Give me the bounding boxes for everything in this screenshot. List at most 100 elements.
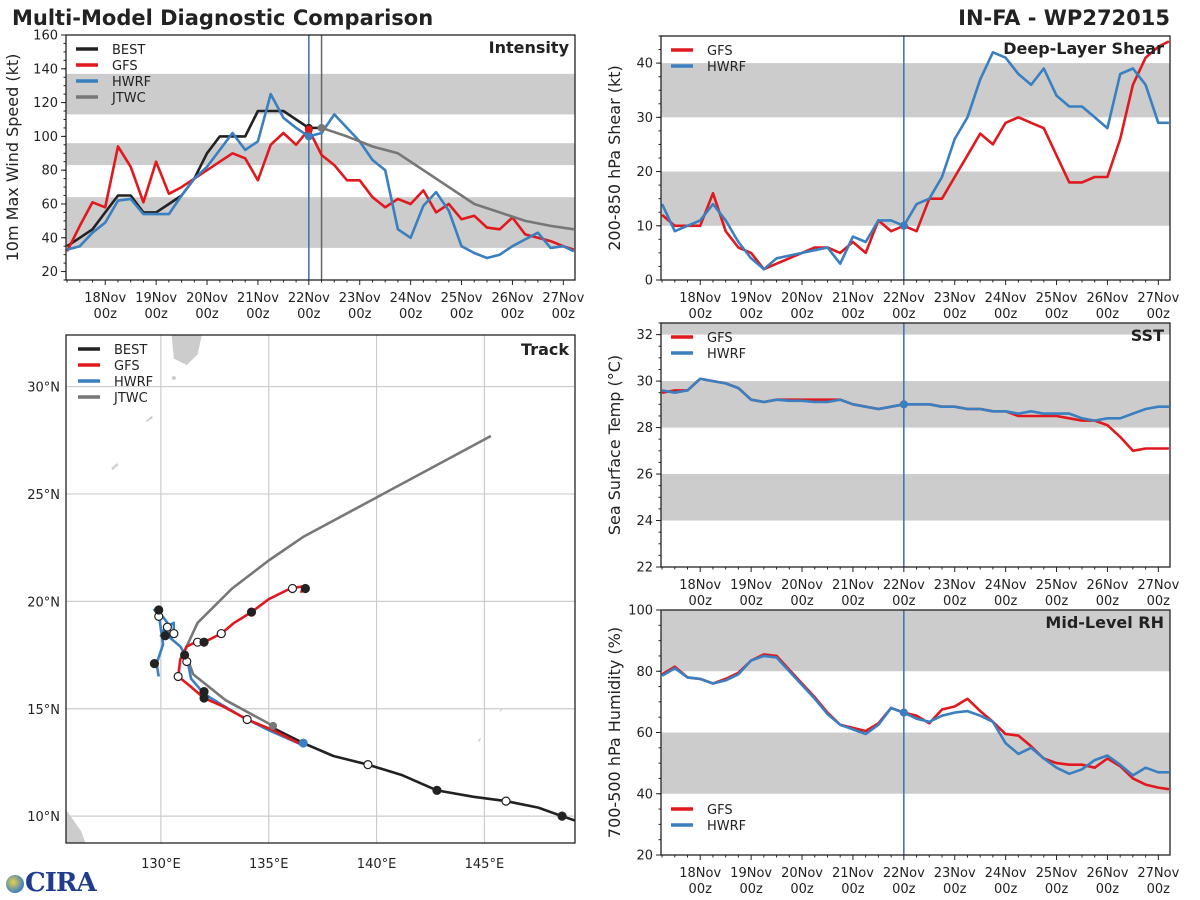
lon-tick-label: 130°E [141, 857, 181, 872]
y-axis-label: 10m Max Wind Speed (kt) [3, 54, 22, 262]
marker-hwrf [304, 132, 313, 141]
current-position-marker [298, 738, 308, 748]
series-hwrf [661, 50, 1169, 271]
x-tick-sublabel: 00z [994, 882, 1018, 897]
track-marker-gfs [199, 693, 209, 703]
marker-gfs [304, 125, 313, 134]
land-mindanao [66, 809, 86, 843]
y-axis-label: 200-850 hPa Shear (kt) [605, 65, 624, 251]
x-tick-label: 23Nov [934, 866, 976, 881]
legend-label-gfs: GFS [114, 359, 140, 374]
y-tick-label: 120 [33, 96, 58, 111]
x-tick-label: 23Nov [934, 291, 976, 306]
threshold-band [661, 610, 1170, 672]
storm-title: IN-FA - WP272015 [958, 6, 1170, 30]
marker-hwrf [899, 708, 908, 717]
x-tick-sublabel: 00z [994, 307, 1018, 322]
land-okinawa [111, 463, 119, 471]
y-tick-label: 22 [636, 561, 653, 576]
panel-title: Mid-Level RH [1045, 613, 1164, 632]
x-tick-label: 27Nov [542, 291, 584, 306]
x-tick-label: 27Nov [1137, 291, 1179, 306]
y-tick-label: 20 [636, 849, 653, 864]
intensity-chart: 2040608010012014016018Nov00z19Nov00z20No… [3, 29, 585, 323]
y-tick-label: 60 [636, 726, 653, 741]
panel-title: Deep-Layer Shear [1003, 39, 1164, 58]
land-amami [145, 415, 153, 422]
x-tick-label: 26Nov [1086, 578, 1128, 593]
x-tick-label: 22Nov [288, 291, 330, 306]
x-tick-label: 25Nov [1036, 578, 1078, 593]
legend-label-hwrf: HWRF [707, 60, 746, 75]
threshold-band [661, 323, 1170, 335]
x-tick-sublabel: 00z [246, 307, 270, 322]
x-tick-label: 20Nov [781, 291, 823, 306]
track-marker-hwrf [149, 659, 160, 669]
x-tick-sublabel: 00z [739, 307, 763, 322]
y-tick-label: 28 [636, 421, 653, 436]
lon-tick-label: 135°E [249, 857, 289, 872]
y-tick-label: 60 [41, 197, 58, 212]
x-tick-sublabel: 00z [689, 307, 713, 322]
threshold-band [661, 732, 1170, 794]
track-marker-gfs [216, 628, 226, 639]
legend-label-gfs: GFS [707, 803, 733, 818]
x-tick-label: 19Nov [730, 291, 772, 306]
x-tick-sublabel: 00z [1147, 307, 1171, 322]
y-tick-label: 20 [636, 165, 653, 180]
x-tick-sublabel: 00z [841, 594, 865, 609]
legend-label-hwrf: HWRF [114, 375, 153, 390]
x-tick-label: 22Nov [883, 866, 925, 881]
legend-label-gfs: GFS [707, 331, 733, 346]
land [66, 335, 504, 843]
marker-hwrf [899, 221, 908, 230]
lon-tick-label: 145°E [465, 857, 505, 872]
track-best [272, 726, 575, 822]
y-tick-label: 24 [636, 514, 653, 529]
x-tick-label: 21Nov [832, 866, 874, 881]
panel-title: Track [521, 340, 569, 359]
panel-title: SST [1131, 326, 1164, 345]
land-island [171, 375, 176, 380]
legend-label-jtwc: JTWC [113, 391, 148, 406]
x-tick-label: 24Nov [985, 578, 1027, 593]
marker-hwrf [899, 400, 908, 409]
y-axis-label: 700-500 hPa Humidity (%) [605, 627, 624, 838]
rh-chart: 2040608010018Nov00z19Nov00z20Nov00z21Nov… [605, 604, 1180, 898]
y-tick-label: 160 [33, 29, 58, 44]
x-tick-sublabel: 00z [994, 594, 1018, 609]
track-marker-best [432, 785, 442, 795]
land-kyushu [171, 335, 202, 366]
track-marker-gfs [199, 637, 209, 647]
x-tick-sublabel: 00z [1045, 594, 1069, 609]
x-tick-label: 24Nov [985, 866, 1027, 881]
x-tick-label: 21Nov [832, 291, 874, 306]
cira-logo: CIRA [6, 868, 97, 898]
series-hwrf [661, 377, 1169, 422]
track-marker-hwrf [162, 622, 172, 632]
y-tick-label: 30 [636, 375, 653, 390]
x-tick-sublabel: 00z [739, 594, 763, 609]
track-marker-hwrf [169, 628, 179, 639]
x-tick-label: 25Nov [441, 291, 483, 306]
x-tick-sublabel: 00z [1147, 594, 1171, 609]
y-tick-label: 80 [636, 665, 653, 680]
x-tick-sublabel: 00z [841, 307, 865, 322]
x-tick-label: 20Nov [186, 291, 228, 306]
track-marker-hwrf [160, 631, 170, 641]
x-tick-label: 23Nov [934, 578, 976, 593]
x-tick-label: 23Nov [339, 291, 381, 306]
y-tick-label: 80 [41, 164, 58, 179]
track-marker-hwrf [154, 605, 164, 615]
page-title: Multi-Model Diagnostic Comparison [12, 6, 434, 30]
lat-tick-label: 15°N [27, 703, 60, 718]
track-marker-best [557, 811, 567, 821]
axes-frame [660, 322, 1171, 568]
x-tick-sublabel: 00z [892, 307, 916, 322]
x-tick-label: 24Nov [390, 291, 432, 306]
x-tick-label: 20Nov [781, 578, 823, 593]
x-tick-sublabel: 00z [1147, 882, 1171, 897]
y-tick-label: 100 [33, 130, 58, 145]
x-tick-sublabel: 00z [689, 594, 713, 609]
y-tick-label: 20 [41, 265, 58, 280]
